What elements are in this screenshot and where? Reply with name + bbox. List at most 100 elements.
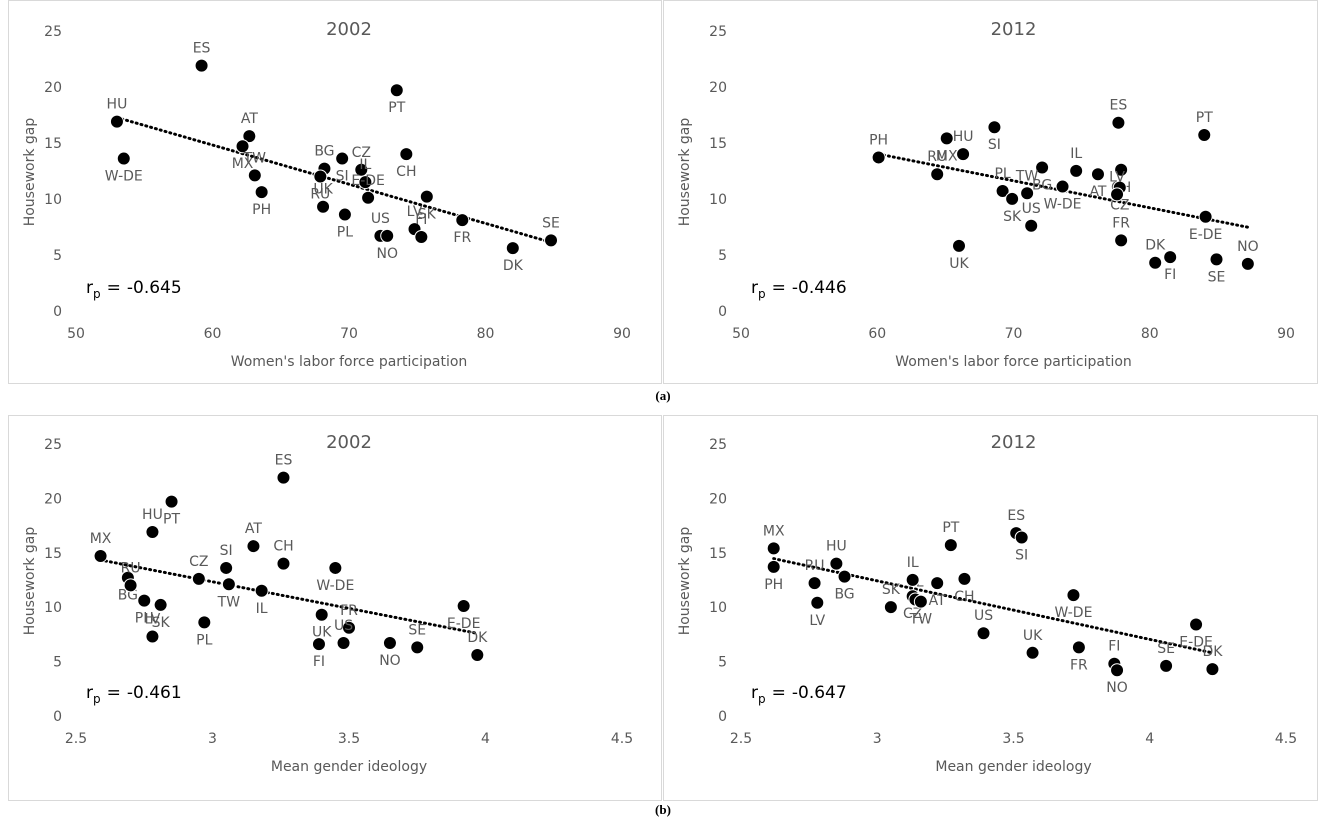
point-label: UK bbox=[949, 256, 969, 272]
data-point bbox=[1005, 191, 1020, 206]
data-point bbox=[1071, 640, 1086, 655]
point-label: SI bbox=[988, 137, 1001, 153]
data-point bbox=[254, 583, 269, 598]
point-label: CZ bbox=[352, 145, 371, 161]
chart-panel: 2002 0 5 10 15 20 25 50 60 70 80 90 Women's labor fo… bbox=[8, 0, 662, 384]
data-point bbox=[1024, 218, 1039, 233]
data-point bbox=[455, 213, 470, 228]
data-point bbox=[766, 541, 781, 556]
data-point bbox=[337, 207, 352, 222]
stat-value: -0.446 bbox=[792, 278, 847, 298]
data-point bbox=[456, 599, 471, 614]
data-point bbox=[939, 131, 954, 146]
stat-subscript: p bbox=[93, 692, 101, 706]
data-point bbox=[1066, 588, 1081, 603]
point-label: LV bbox=[407, 204, 423, 220]
point-label: FR bbox=[1070, 657, 1088, 673]
point-label: IL bbox=[1070, 146, 1082, 162]
x-tick-label: 50 bbox=[732, 326, 750, 342]
data-point bbox=[807, 576, 822, 591]
panel-frame bbox=[663, 0, 1318, 384]
point-label: UK bbox=[1023, 628, 1043, 644]
point-label: CZ bbox=[903, 606, 922, 622]
data-point bbox=[276, 556, 291, 571]
point-label: RU bbox=[121, 560, 141, 576]
point-label: US bbox=[974, 608, 993, 624]
data-point bbox=[145, 525, 160, 540]
stat-annotation: rp = -0.461 bbox=[86, 683, 182, 706]
data-point bbox=[254, 185, 269, 200]
panel-frame bbox=[8, 415, 662, 801]
trend-line bbox=[877, 152, 1250, 229]
point-label: TW bbox=[217, 594, 241, 610]
point-label: PT bbox=[1196, 110, 1213, 126]
data-point bbox=[829, 556, 844, 571]
point-label: HU bbox=[142, 507, 163, 523]
point-label: CH bbox=[954, 589, 974, 605]
point-label: PH bbox=[252, 202, 271, 218]
data-point bbox=[1163, 250, 1178, 265]
data-point bbox=[943, 538, 958, 553]
data-point bbox=[235, 139, 250, 154]
data-point bbox=[1114, 162, 1129, 177]
y-tick-label: 5 bbox=[53, 655, 62, 671]
data-point bbox=[1198, 209, 1213, 224]
point-label: SI bbox=[1015, 547, 1028, 563]
point-label: PL bbox=[196, 632, 212, 648]
y-tick-label: 15 bbox=[44, 136, 62, 152]
data-point bbox=[913, 594, 928, 609]
point-label: E-DE bbox=[1189, 227, 1223, 243]
point-label: SE bbox=[408, 622, 426, 638]
chart-panel: 2012 0 5 10 15 20 25 2.5 3 3.5 4 4.5 Mean gender ide… bbox=[663, 415, 1318, 801]
data-point bbox=[328, 560, 343, 575]
data-point bbox=[414, 229, 429, 244]
data-point bbox=[1025, 645, 1040, 660]
point-label: CZ bbox=[189, 554, 208, 570]
point-label: SI bbox=[336, 169, 349, 185]
data-point bbox=[358, 175, 373, 190]
data-point bbox=[354, 162, 369, 177]
point-label: AT bbox=[1089, 184, 1106, 200]
data-point bbox=[1197, 128, 1212, 143]
data-point bbox=[246, 539, 261, 554]
point-label: RU bbox=[805, 558, 825, 574]
stat-relation: = bbox=[772, 278, 786, 298]
point-label: US bbox=[1022, 201, 1041, 217]
point-label: ES bbox=[1110, 98, 1128, 114]
data-point bbox=[410, 640, 425, 655]
panel-label: (b) bbox=[655, 802, 671, 817]
x-tick-label: 4.5 bbox=[611, 731, 633, 747]
data-point bbox=[123, 578, 138, 593]
point-label: E-DE bbox=[1179, 635, 1213, 651]
point-label: SE bbox=[1157, 641, 1175, 657]
point-label: RU bbox=[927, 149, 947, 165]
point-label: UK bbox=[313, 182, 333, 198]
data-point bbox=[314, 607, 329, 622]
data-point bbox=[1159, 658, 1174, 673]
y-tick-label: 15 bbox=[44, 546, 62, 562]
stat-value: -0.461 bbox=[127, 683, 182, 703]
x-tick-label: 90 bbox=[613, 326, 631, 342]
data-point bbox=[361, 190, 376, 205]
point-label: DK bbox=[503, 258, 524, 274]
stat-relation: = bbox=[107, 683, 121, 703]
point-label: TW bbox=[909, 612, 933, 628]
data-point bbox=[905, 572, 920, 587]
point-label: SI bbox=[220, 543, 233, 559]
data-point bbox=[419, 189, 434, 204]
data-point bbox=[342, 620, 356, 635]
data-point bbox=[987, 120, 1002, 135]
data-point bbox=[1020, 186, 1035, 201]
point-label: ES bbox=[275, 453, 293, 469]
point-label: TW bbox=[1015, 168, 1039, 184]
point-label: IL bbox=[359, 157, 371, 173]
y-tick-label: 0 bbox=[718, 304, 727, 320]
x-tick-label: 4 bbox=[1145, 731, 1154, 747]
data-point bbox=[247, 168, 262, 183]
data-point bbox=[810, 595, 825, 610]
data-point bbox=[766, 559, 781, 574]
y-tick-label: 5 bbox=[718, 655, 727, 671]
data-point bbox=[109, 114, 124, 129]
x-tick-label: 2.5 bbox=[65, 731, 87, 747]
y-tick-label: 25 bbox=[709, 437, 727, 453]
